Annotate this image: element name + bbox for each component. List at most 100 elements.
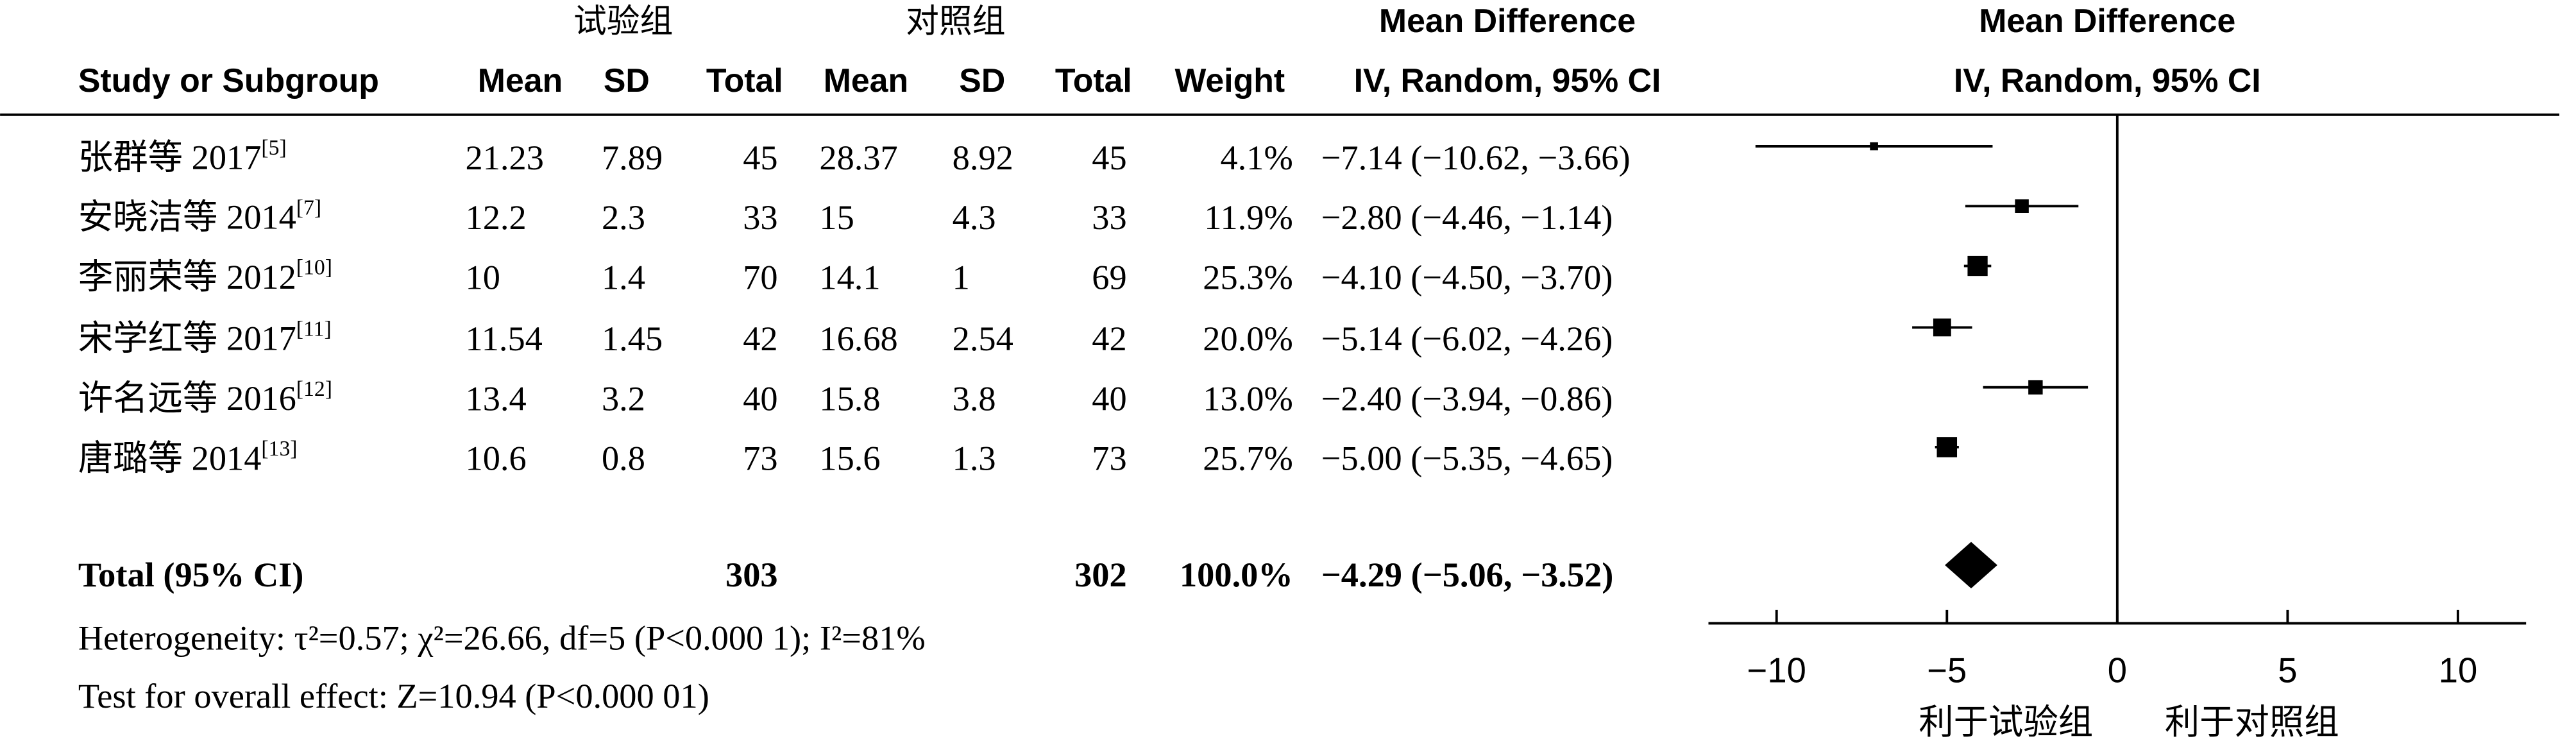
cell: 1.4 bbox=[602, 258, 645, 296]
cell: 0.8 bbox=[602, 439, 645, 478]
cell: 13.4 bbox=[466, 379, 527, 418]
study-label: 张群等 2017 bbox=[78, 139, 262, 177]
cell: 42 bbox=[743, 319, 777, 358]
cell: 2.3 bbox=[602, 198, 645, 237]
study-label: 李丽荣等 2012 bbox=[78, 258, 296, 296]
cell: 15.8 bbox=[819, 379, 880, 418]
cell: 40 bbox=[743, 379, 777, 418]
plot-header: IV, Random, 95% CI bbox=[1954, 62, 2261, 99]
cell: 20.0% bbox=[1203, 319, 1293, 358]
study-ref: [13] bbox=[261, 437, 297, 461]
overall-effect: Test for overall effect: Z=10.94 (P<0.00… bbox=[78, 677, 709, 715]
column-header: Total bbox=[1055, 62, 1132, 99]
cell: 21.23 bbox=[466, 139, 544, 177]
study-label: 许名远等 2016 bbox=[78, 379, 296, 418]
x-tick-label: 5 bbox=[2278, 651, 2297, 690]
ci-header: Mean Difference bbox=[1379, 2, 1636, 39]
column-header: Study or Subgroup bbox=[78, 62, 379, 99]
column-header: Mean bbox=[824, 62, 908, 99]
cell: 7.89 bbox=[602, 139, 663, 177]
cell: 4.1% bbox=[1220, 139, 1292, 177]
column-header: Total bbox=[706, 62, 783, 99]
cell: 16.68 bbox=[819, 319, 897, 358]
effect-square bbox=[1936, 437, 1958, 457]
study-name: 张群等 2017[5] bbox=[78, 136, 287, 177]
effect-square bbox=[2028, 380, 2043, 395]
effect-square bbox=[2015, 199, 2029, 213]
study-name: 许名远等 2016[12] bbox=[78, 377, 332, 418]
cell: 10.6 bbox=[466, 439, 527, 478]
cell: 15.6 bbox=[819, 439, 880, 478]
cell: 45 bbox=[1092, 139, 1126, 177]
total-ci: −4.29 (−5.06, −3.52) bbox=[1321, 556, 1614, 594]
cell: 70 bbox=[743, 258, 777, 296]
study-label: 安晓洁等 2014 bbox=[78, 198, 296, 237]
study-name: 宋学红等 2017[11] bbox=[78, 317, 332, 358]
cell: −4.10 (−4.50, −3.70) bbox=[1321, 258, 1613, 296]
cell: 3.2 bbox=[602, 379, 645, 418]
cell: 42 bbox=[1092, 319, 1126, 358]
cell: 28.37 bbox=[819, 139, 897, 177]
plot-header: Mean Difference bbox=[1979, 2, 2235, 39]
column-header: Mean bbox=[478, 62, 563, 99]
cell: 11.9% bbox=[1204, 198, 1292, 237]
cell: 1 bbox=[953, 258, 970, 296]
cell: −2.80 (−4.46, −1.14) bbox=[1321, 198, 1613, 237]
x-tick-label: 10 bbox=[2439, 651, 2478, 690]
study-name: 唐璐等 2014[13] bbox=[78, 437, 298, 478]
column-header: IV, Random, 95% CI bbox=[1354, 62, 1661, 99]
x-tick-label: −10 bbox=[1747, 651, 1806, 690]
cell: 69 bbox=[1092, 258, 1126, 296]
study-name: 安晓洁等 2014[7] bbox=[78, 196, 321, 237]
study-label: 宋学红等 2017 bbox=[78, 319, 296, 358]
heterogeneity: Heterogeneity: τ²=0.57; χ²=26.66, df=5 (… bbox=[78, 619, 926, 658]
cell: −2.40 (−3.94, −0.86) bbox=[1321, 379, 1613, 418]
cell: 33 bbox=[743, 198, 777, 237]
cell: 25.3% bbox=[1203, 258, 1293, 296]
total-name: Total (95% CI) bbox=[78, 556, 304, 594]
cell: 8.92 bbox=[953, 139, 1013, 177]
x-tick-label: −5 bbox=[1927, 651, 1967, 690]
cell: 45 bbox=[743, 139, 777, 177]
effect-square bbox=[1870, 142, 1878, 151]
cell: 73 bbox=[743, 439, 777, 478]
cell: 13.0% bbox=[1203, 379, 1293, 418]
study-ref: [11] bbox=[296, 317, 332, 341]
favours-label: 利于对照组 bbox=[2165, 703, 2339, 741]
study-name: 李丽荣等 2012[10] bbox=[78, 255, 332, 296]
cell: 2.54 bbox=[953, 319, 1013, 358]
study-ref: [7] bbox=[296, 196, 321, 219]
study-label: 唐璐等 2014 bbox=[78, 439, 262, 478]
column-header: Weight bbox=[1174, 62, 1285, 99]
cell: 3.8 bbox=[953, 379, 996, 418]
study-ref: [5] bbox=[261, 136, 286, 160]
total-cell: 303 bbox=[725, 556, 778, 594]
cell: 1.45 bbox=[602, 319, 663, 358]
cell: 1.3 bbox=[953, 439, 996, 478]
cell: 11.54 bbox=[466, 319, 543, 358]
effect-square bbox=[1933, 318, 1951, 337]
x-tick-label: 0 bbox=[2108, 651, 2127, 690]
cell: 14.1 bbox=[819, 258, 880, 296]
cell: 10 bbox=[466, 258, 500, 296]
cell: 33 bbox=[1092, 198, 1126, 237]
cell: 15 bbox=[819, 198, 854, 237]
cell: 73 bbox=[1092, 439, 1126, 478]
cell: −5.00 (−5.35, −4.65) bbox=[1321, 439, 1613, 478]
cell: 25.7% bbox=[1203, 439, 1293, 478]
favours-label: 利于试验组 bbox=[1919, 703, 2093, 741]
cell: 4.3 bbox=[953, 198, 996, 237]
group-header: 对照组 bbox=[906, 2, 1005, 40]
total-diamond bbox=[1945, 541, 1997, 589]
cell: 12.2 bbox=[466, 198, 527, 237]
column-header: SD bbox=[959, 62, 1005, 99]
column-header: SD bbox=[604, 62, 650, 99]
total-cell: 302 bbox=[1074, 556, 1127, 594]
study-ref: [12] bbox=[296, 377, 332, 401]
group-header: 试验组 bbox=[573, 2, 673, 40]
cell: 40 bbox=[1092, 379, 1126, 418]
effect-square bbox=[1967, 255, 1988, 277]
total-cell: 100.0% bbox=[1180, 556, 1293, 594]
cell: −7.14 (−10.62, −3.66) bbox=[1321, 139, 1631, 177]
